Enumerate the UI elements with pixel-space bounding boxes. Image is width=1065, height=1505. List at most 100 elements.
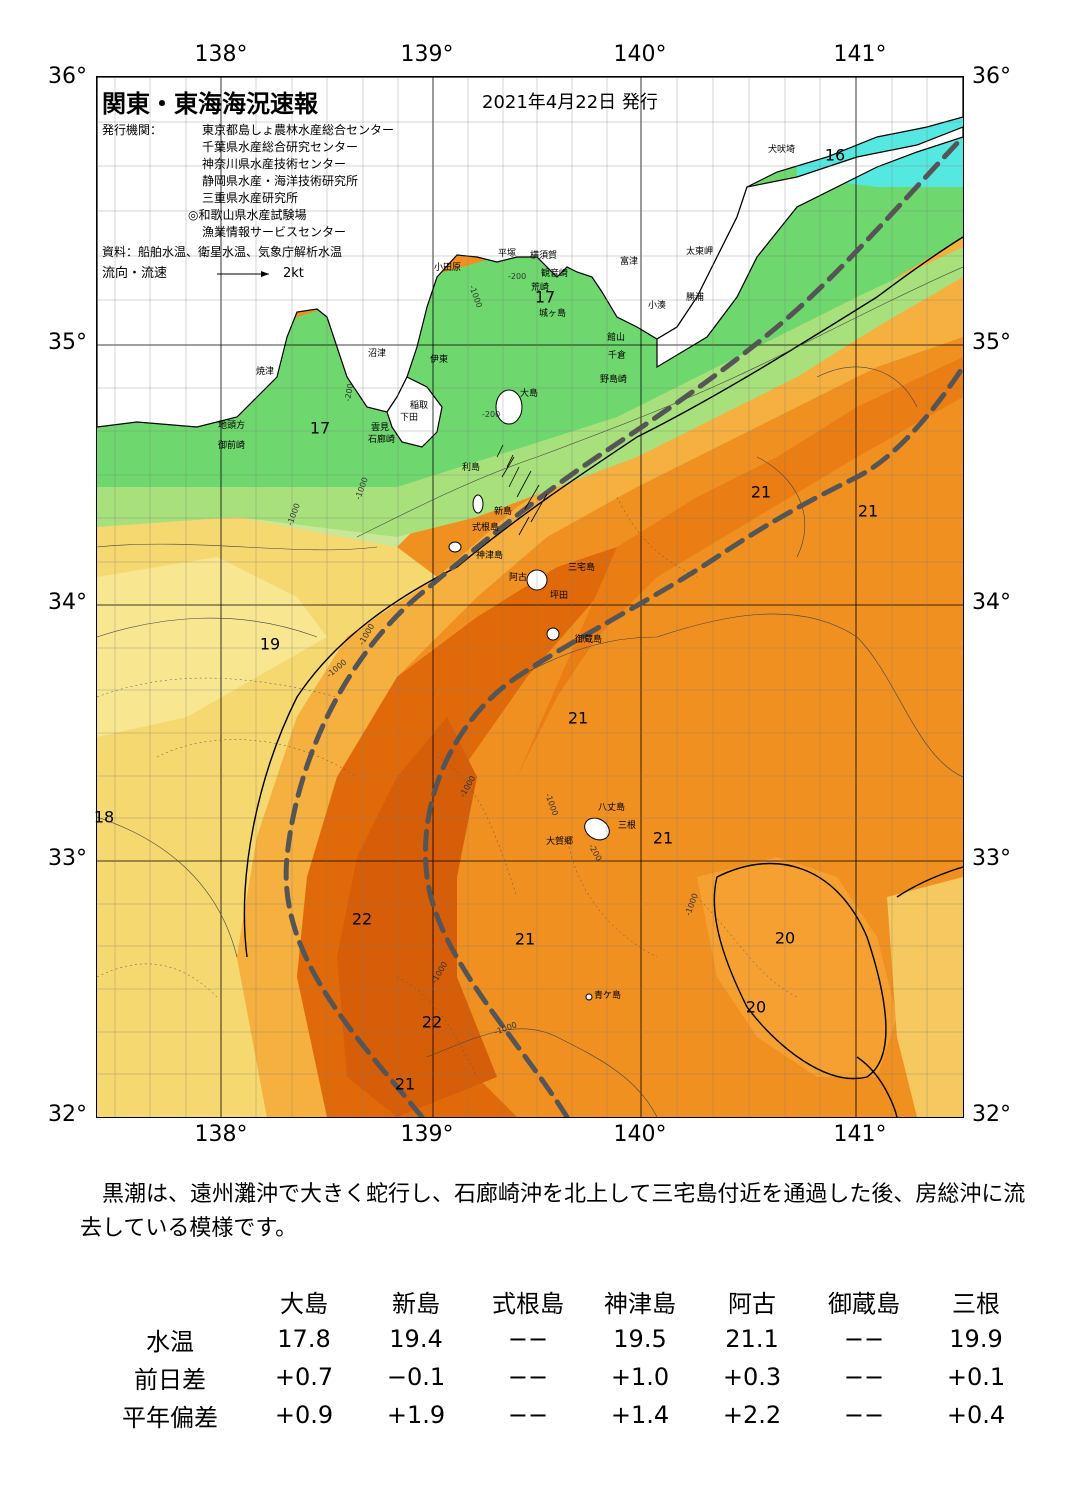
row-header: 前日差: [134, 1365, 206, 1394]
temp-label: 21: [567, 708, 589, 728]
place-label: 野島崎: [600, 375, 628, 385]
table-cell: −−: [843, 1401, 885, 1429]
publisher-org: 神奈川県水産技術センター: [202, 157, 347, 171]
place-label: 坪田: [550, 591, 569, 601]
place-label: 稲取: [410, 401, 429, 411]
place-label: 八丈島: [598, 803, 626, 813]
observation-table: 大島 新島 式根島 神津島 阿古 御蔵島 三根 水温 17.8 19.4 −− …: [92, 1282, 1032, 1434]
row-header: 平年偏差: [122, 1403, 218, 1432]
column-header: 大島: [280, 1289, 328, 1318]
north-light-green-water: [97, 247, 963, 537]
flow-arrows: [496, 444, 548, 536]
temp-label: 21: [652, 828, 674, 848]
boso-peninsula-land: [656, 126, 963, 369]
map-title: 関東・東海海況速報: [102, 90, 318, 118]
place-label: 館山: [607, 333, 626, 343]
place-label: 雲見: [371, 423, 390, 433]
table-row: 平年偏差 +0.9 +1.9 −− +1.4 +2.2 −− +0.4: [92, 1396, 1032, 1434]
flow-legend-label: 流向・流速: [102, 266, 168, 281]
temp-label: 17: [309, 418, 331, 438]
temp-label: 17: [534, 287, 556, 307]
depth-contours: [97, 496, 798, 1078]
kuroshio-path: [283, 134, 963, 1117]
temp-label: 20: [774, 928, 796, 948]
flow-legend-scale: 2kt: [283, 266, 304, 281]
publisher-org: 静岡県水産・海洋技術研究所: [202, 174, 359, 188]
table-cell: 21.1: [725, 1325, 779, 1353]
table-cell: +0.7: [274, 1363, 334, 1391]
lat-label-32-right: 32°: [972, 1102, 1011, 1127]
place-label: 地頭方: [218, 421, 246, 431]
place-label: 神津島: [476, 551, 504, 561]
table-cell: −−: [843, 1325, 885, 1353]
mikurajima-island: [546, 627, 560, 641]
place-label: 利島: [462, 463, 481, 473]
temp-label: 21: [394, 1074, 416, 1094]
table-cell: −−: [507, 1325, 549, 1353]
place-label: 観音崎: [541, 269, 569, 279]
table-cell: +2.2: [722, 1401, 782, 1429]
publisher-org: 東京都島しょ農林水産総合センター: [202, 123, 395, 137]
place-label: 式根島: [472, 523, 500, 533]
place-label: 太東岬: [686, 247, 714, 257]
temp-label: 21: [750, 482, 772, 502]
row-header: 水温: [146, 1327, 194, 1356]
lat-label-32-left: 32°: [48, 1102, 87, 1127]
place-label: 下田: [400, 413, 419, 423]
temp-label: 22: [351, 909, 373, 929]
lat-lon-grid: [97, 77, 963, 1117]
place-label: 沼津: [368, 349, 387, 359]
place-label: 御前崎: [218, 441, 246, 451]
place-label: 平塚: [498, 249, 517, 259]
lon-label-139-top: 139°: [400, 42, 454, 67]
table-cell: 19.4: [389, 1325, 443, 1353]
publisher-org: ◎和歌山県水産試験場: [188, 208, 307, 222]
temp-label: 22: [421, 1012, 443, 1032]
place-label: 大島: [520, 389, 539, 399]
lat-label-35-left: 35°: [48, 330, 87, 355]
table-cell: +0.1: [946, 1363, 1006, 1391]
lat-label-34-left: 34°: [48, 590, 87, 615]
flow-legend-arrow-icon: [217, 271, 269, 277]
lon-label-138-top: 138°: [194, 42, 248, 67]
lon-label-140-bottom: 140°: [613, 1122, 667, 1147]
table-header-row: 大島 新島 式根島 神津島 阿古 御蔵島 三根: [92, 1282, 1032, 1320]
place-label: 勝浦: [686, 293, 705, 303]
place-label: 三根: [618, 821, 637, 831]
table-cell: −−: [507, 1363, 549, 1391]
place-label: 富津: [620, 257, 639, 267]
table-cell: +1.0: [610, 1363, 670, 1391]
table-cell: −−: [507, 1401, 549, 1429]
place-label: 犬吠埼: [768, 145, 796, 155]
lon-label-138-bottom: 138°: [194, 1122, 248, 1147]
column-header: 阿古: [728, 1289, 776, 1318]
table-cell: 19.9: [949, 1325, 1003, 1353]
lat-label-34-right: 34°: [972, 590, 1011, 615]
contour-label: -200: [508, 272, 527, 281]
izu-peninsula-land: [386, 376, 443, 448]
isotherm-lines: [243, 236, 963, 1117]
publisher-org: 漁業情報サービスセンター: [202, 225, 347, 239]
table-cell: +0.4: [946, 1401, 1006, 1429]
southeast-light-orange: [697, 857, 897, 1077]
place-label: 大賀郷: [546, 837, 574, 847]
place-label: 荒崎: [531, 283, 550, 293]
place-label: 三宅島: [568, 563, 596, 573]
kuroshio-deep-core: [337, 717, 497, 1117]
column-header: 式根島: [492, 1289, 564, 1318]
place-label: 千倉: [608, 351, 627, 361]
map-canvas: [97, 77, 963, 1117]
sea-temperature-map: [96, 76, 964, 1118]
table-cell: 17.8: [277, 1325, 331, 1353]
table-row: 水温 17.8 19.4 −− 19.5 21.1 −− 19.9: [92, 1320, 1032, 1358]
place-label: 小田原: [434, 263, 462, 273]
lon-label-141-bottom: 141°: [833, 1122, 887, 1147]
table-row: 前日差 +0.7 −0.1 −− +1.0 +0.3 −− +0.1: [92, 1358, 1032, 1396]
aogashima-island: [585, 993, 593, 1001]
west-yellow-inner: [97, 557, 327, 737]
oshima-island: [495, 389, 523, 425]
temp-label: 19: [259, 634, 281, 654]
column-header: 三根: [952, 1289, 1000, 1318]
data-source: 資料：船舶水温、衛星水温、気象庁解析水温: [102, 245, 343, 259]
table-cell: +1.4: [610, 1401, 670, 1429]
